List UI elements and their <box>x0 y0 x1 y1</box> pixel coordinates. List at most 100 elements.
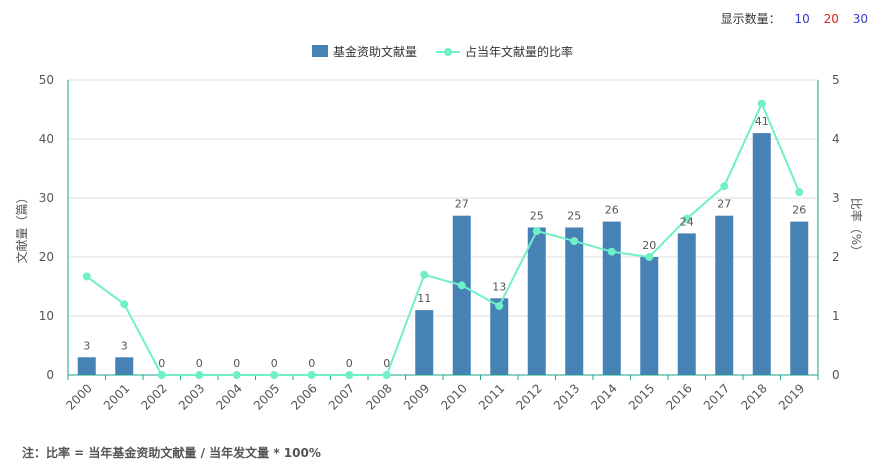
legend-bar-swatch <box>312 45 328 57</box>
x-tick-label: 2015 <box>626 381 657 412</box>
ratio-point <box>570 237 579 246</box>
bar <box>640 257 659 375</box>
ratio-point <box>720 182 729 191</box>
bar-data-label: 11 <box>417 292 431 305</box>
ratio-point <box>607 247 616 256</box>
data-labels: 3 3 0 0 0 0 0 0 0 11 27 13 25 25 26 20 24 27 41 26 <box>83 115 806 370</box>
ratio-point <box>457 281 466 290</box>
x-tick-label: 2007 <box>326 381 357 412</box>
ratio-point <box>195 371 204 379</box>
y-right-tick-label: 5 <box>832 73 840 87</box>
ratio-point <box>495 301 504 310</box>
bar-data-label: 0 <box>158 357 165 370</box>
display-count-option-30[interactable]: 30 <box>852 12 868 26</box>
bar <box>527 227 546 375</box>
ratio-point <box>757 99 766 108</box>
ratio-line-series <box>82 99 804 379</box>
y-left-axis-title: 文献量（篇） <box>14 191 29 263</box>
display-count-selector: 显示数量： 10 20 30 <box>721 10 868 27</box>
y-left-tick-label: 40 <box>39 132 54 146</box>
display-count-option-10[interactable]: 10 <box>794 12 810 26</box>
y-right-tick-label: 1 <box>832 309 840 323</box>
display-count-label: 显示数量： <box>720 12 781 26</box>
bar-data-label: 0 <box>196 357 203 370</box>
bar-data-label: 24 <box>680 215 694 228</box>
y-right-axis-title: 比率（%） <box>849 198 864 257</box>
bar <box>602 221 621 375</box>
legend: 基金资助文献量 占当年文献量的比率 <box>312 44 573 59</box>
bar-data-label: 26 <box>792 204 806 217</box>
x-tick-label: 2004 <box>213 381 244 412</box>
ratio-point <box>382 371 391 379</box>
bar-series <box>77 133 809 375</box>
bar-data-label: 27 <box>455 198 469 211</box>
legend-line-label: 占当年文献量的比率 <box>465 44 573 59</box>
bar <box>752 133 771 375</box>
x-tick-label: 2019 <box>776 381 807 412</box>
ratio-point <box>270 371 279 379</box>
y-left-tick-label: 30 <box>39 191 54 205</box>
bar-data-label: 3 <box>121 339 128 352</box>
bar-data-label: 41 <box>755 115 769 128</box>
ratio-point <box>795 188 804 197</box>
bar-data-label: 0 <box>233 357 240 370</box>
bar-data-label: 20 <box>642 239 656 252</box>
y-right-tick-label: 2 <box>832 250 840 264</box>
y-right-tick-label: 0 <box>832 368 840 382</box>
bar <box>115 357 134 375</box>
bar <box>490 298 509 375</box>
x-tick-label: 2003 <box>176 381 207 412</box>
bar-data-label: 0 <box>383 357 390 370</box>
bar-data-label: 25 <box>567 210 581 223</box>
ratio-point <box>645 253 654 261</box>
y-left-tick-label: 10 <box>39 309 54 323</box>
bar-data-label: 0 <box>346 357 353 370</box>
ratio-point <box>232 371 241 379</box>
bar <box>77 357 96 375</box>
x-tick-label: 2000 <box>63 381 94 412</box>
ratio-point <box>682 214 691 223</box>
ratio-point <box>345 371 354 379</box>
bar-data-label: 27 <box>717 198 731 211</box>
ratio-point <box>532 227 541 236</box>
y-right-tick-label: 4 <box>832 132 840 146</box>
x-tick-label: 2017 <box>701 381 732 412</box>
bar-data-label: 0 <box>308 357 315 370</box>
x-tick-label: 2011 <box>476 381 507 412</box>
ratio-point <box>157 371 166 379</box>
x-tick-label: 2006 <box>288 381 319 412</box>
bar <box>565 227 584 375</box>
x-tick-label: 2009 <box>401 381 432 412</box>
ratio-point <box>120 300 129 309</box>
ratio-point <box>82 272 91 281</box>
footnote: 注：比率 = 当年基金资助文献量 / 当年发文量 * 100% <box>22 446 321 460</box>
x-tick-label: 2002 <box>138 381 169 412</box>
legend-line-marker <box>444 48 452 56</box>
ratio-point <box>307 371 316 379</box>
bar-data-label: 0 <box>271 357 278 370</box>
bar-data-label: 13 <box>492 280 506 293</box>
x-tick-label: 2005 <box>251 381 282 412</box>
y-left-tick-label: 0 <box>46 368 54 382</box>
bar <box>715 215 734 375</box>
bar <box>790 221 809 375</box>
bar <box>415 310 434 375</box>
y-left-tick-label: 50 <box>39 73 54 87</box>
bar-data-label: 3 <box>83 339 90 352</box>
y-left-tick-label: 20 <box>39 250 54 264</box>
x-tick-label: 2008 <box>363 381 394 412</box>
x-tick-label: 2013 <box>551 381 582 412</box>
legend-bar-label: 基金资助文献量 <box>333 44 417 59</box>
x-tick-label: 2010 <box>438 381 469 412</box>
x-tick-label: 2001 <box>101 381 132 412</box>
x-tick-label: 2012 <box>513 381 544 412</box>
bar <box>452 215 471 375</box>
y-right-tick-label: 3 <box>832 191 840 205</box>
ratio-point <box>420 270 429 279</box>
bar <box>677 233 696 375</box>
bar-data-label: 26 <box>605 204 619 217</box>
display-count-option-20[interactable]: 20 <box>823 12 839 26</box>
ratio-line <box>86 101 801 376</box>
